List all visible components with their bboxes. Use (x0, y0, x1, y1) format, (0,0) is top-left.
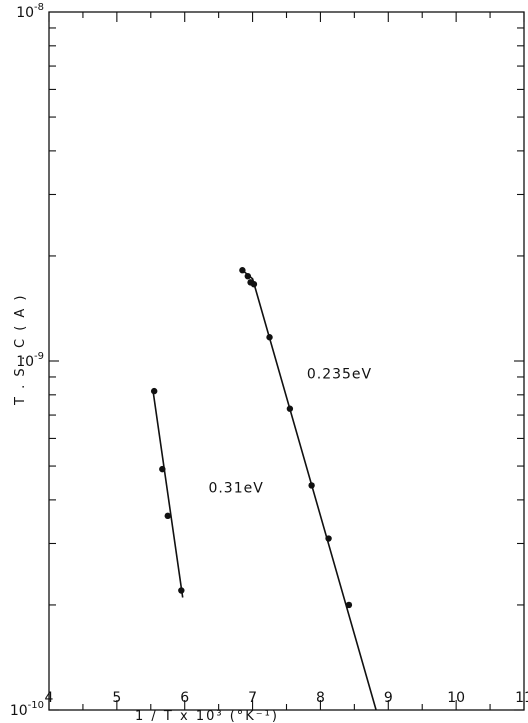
x-tick-label: 11 (515, 690, 528, 706)
y-axis-label: T . S . C ( A ) (13, 294, 28, 407)
series-1: 0.31eV (150, 387, 263, 598)
data-point (266, 334, 273, 341)
y-tick-label: 10-8 (16, 2, 44, 21)
y-axis-tick-labels: 10-8 10-9 10-10 (10, 2, 44, 719)
data-point (159, 465, 166, 473)
data-point (239, 267, 246, 274)
x-axis-tick-labels: 4 5 6 7 8 9 10 11 (45, 690, 528, 706)
activation-energy-label: 0.31eV (208, 480, 263, 496)
x-tick-label: 6 (180, 690, 189, 706)
data-point (325, 535, 332, 542)
series-2: 0.235eV (239, 267, 377, 711)
y-tick-label: 10-10 (10, 700, 44, 719)
x-tick-label: 9 (384, 690, 393, 706)
x-tick-label: 4 (45, 690, 54, 706)
series-layer: 0.31eV 0.235eV (150, 267, 377, 711)
fit-line (241, 269, 377, 711)
data-point (178, 587, 185, 594)
data-point (308, 482, 315, 489)
x-axis-ticks (48, 12, 525, 710)
plot-frame (48, 11, 525, 711)
data-point (250, 280, 258, 288)
data-point (164, 512, 171, 520)
x-tick-label: 5 (112, 690, 121, 706)
data-point (286, 405, 294, 412)
y-axis-ticks (49, 27, 524, 711)
x-tick-label: 7 (248, 690, 257, 706)
fit-line (152, 389, 184, 598)
data-point (345, 601, 353, 609)
x-tick-label: 10 (447, 690, 465, 706)
x-tick-label: 8 (316, 690, 325, 706)
activation-energy-label: 0.235eV (307, 367, 372, 383)
y-tick-label: 10-9 (16, 351, 44, 370)
data-point (150, 387, 158, 395)
x-axis-label: 1 / T x 10³ (°K⁻¹) (135, 709, 279, 723)
data-point (244, 272, 252, 280)
